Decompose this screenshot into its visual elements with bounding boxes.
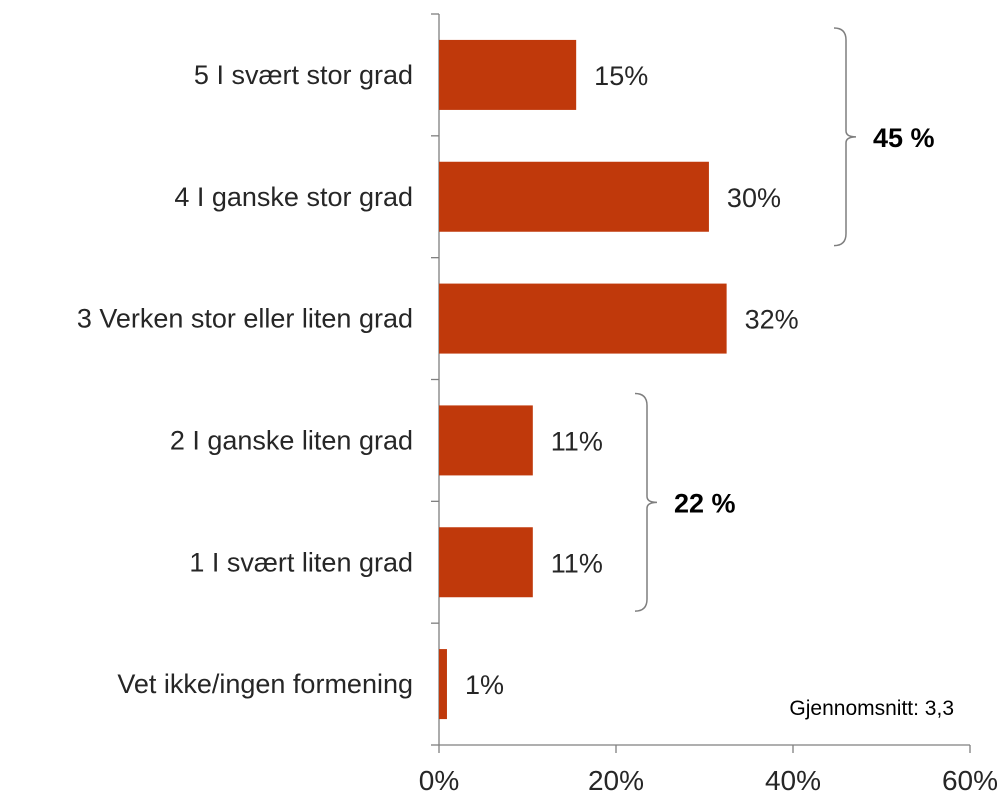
x-tick-label: 20% — [588, 765, 644, 796]
x-tick-label: 40% — [765, 765, 821, 796]
category-label: 5 I svært stor grad — [194, 60, 413, 90]
value-label: 1% — [465, 670, 504, 700]
bar — [439, 283, 727, 354]
category-label: Vet ikke/ingen formening — [117, 669, 413, 699]
category-label: 4 I ganske stor grad — [174, 182, 413, 212]
bar — [439, 405, 533, 476]
bar — [439, 161, 709, 232]
x-tick-label: 60% — [942, 765, 998, 796]
value-label: 11% — [551, 548, 603, 578]
group-bracket — [634, 392, 658, 612]
value-labels: 15% 30% 32% 11% 11% 1% — [465, 61, 799, 700]
value-label: 30% — [727, 183, 781, 213]
bar — [439, 527, 533, 598]
value-label: 11% — [551, 426, 603, 456]
category-label: 3 Verken stor eller liten grad — [77, 304, 413, 334]
group-brackets: 45 % 22 % — [634, 27, 935, 612]
value-label: 15% — [594, 61, 648, 91]
group-total-label: 45 % — [873, 123, 935, 153]
value-label: 32% — [745, 305, 799, 335]
category-label: 1 I svært liten grad — [189, 547, 413, 577]
axes — [431, 13, 970, 746]
bar — [439, 39, 577, 110]
group-total-label: 22 % — [674, 488, 736, 518]
x-tick-label: 0% — [419, 765, 459, 796]
x-axis-ticks: 0% 20% 40% 60% — [419, 745, 998, 796]
average-annotation: Gjennomsnitt: 3,3 — [789, 697, 954, 720]
group-bracket — [833, 27, 857, 247]
bars — [439, 39, 727, 720]
bar — [439, 649, 447, 720]
category-label: 2 I ganske liten grad — [170, 425, 413, 455]
category-labels: 5 I svært stor grad 4 I ganske stor grad 3… — [77, 60, 413, 699]
